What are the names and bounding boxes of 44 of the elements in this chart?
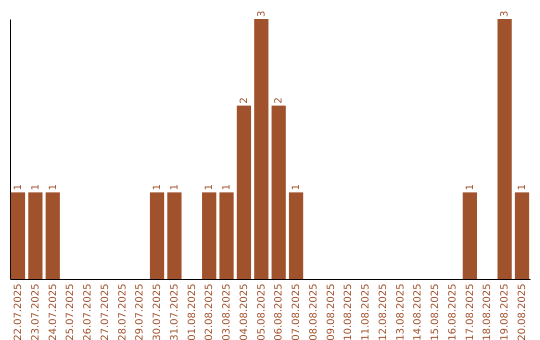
x-tick-label: 02.08.2025: [204, 284, 216, 340]
data-label: 1: [222, 184, 233, 190]
x-tick-label: 05.08.2025: [256, 284, 268, 340]
data-label: 1: [48, 184, 59, 190]
x-tick-label: 14.08.2025: [412, 284, 424, 340]
x-tick-label: 25.07.2025: [65, 284, 76, 340]
data-label: 1: [30, 184, 42, 190]
data-label: 1: [12, 184, 24, 190]
x-tick-label: 24.07.2025: [48, 284, 59, 340]
x-tick-label: 22.07.2025: [12, 284, 24, 340]
x-tick-label: 31.07.2025: [169, 284, 180, 340]
x-tick-label: 04.08.2025: [238, 284, 250, 340]
data-label: 1: [464, 184, 476, 190]
x-tick-label: 29.07.2025: [134, 284, 146, 340]
data-label: 1: [204, 184, 216, 190]
x-tick-label: 30.07.2025: [152, 284, 164, 340]
x-tick-label: 17.08.2025: [464, 284, 476, 340]
data-label: 1: [291, 184, 302, 190]
x-tick-label: 03.08.2025: [222, 284, 233, 340]
x-tick-label: 01.08.2025: [186, 284, 198, 340]
data-label: 2: [238, 97, 250, 104]
x-tick-label: 09.08.2025: [326, 284, 337, 340]
data-label: 1: [152, 184, 164, 190]
x-tick-label: 16.08.2025: [447, 284, 458, 340]
x-tick-label: 15.08.2025: [430, 284, 442, 340]
x-tick-label: 20.08.2025: [517, 284, 528, 340]
x-tick-label: 19.08.2025: [500, 284, 511, 340]
x-tick-label: 10.08.2025: [343, 284, 354, 340]
x-tick-label: 08.08.2025: [308, 284, 320, 340]
x-tick-label: 23.07.2025: [30, 284, 42, 340]
x-tick-label: 13.08.2025: [395, 284, 406, 340]
data-label: 1: [517, 184, 528, 190]
x-tick-label: 06.08.2025: [274, 284, 285, 340]
data-label: 3: [500, 10, 511, 17]
x-tick-label: 12.08.2025: [378, 284, 389, 340]
x-tick-label: 27.07.2025: [100, 284, 111, 340]
x-tick-label: 18.08.2025: [482, 284, 494, 340]
data-label: 1: [169, 184, 180, 190]
x-tick-label: 11.08.2025: [360, 284, 372, 340]
x-tick-label: 28.07.2025: [117, 284, 128, 340]
x-tick-label: 26.07.2025: [82, 284, 94, 340]
x-tick-label: 07.08.2025: [291, 284, 302, 340]
data-label: 2: [274, 97, 285, 104]
data-label: 3: [256, 10, 268, 17]
